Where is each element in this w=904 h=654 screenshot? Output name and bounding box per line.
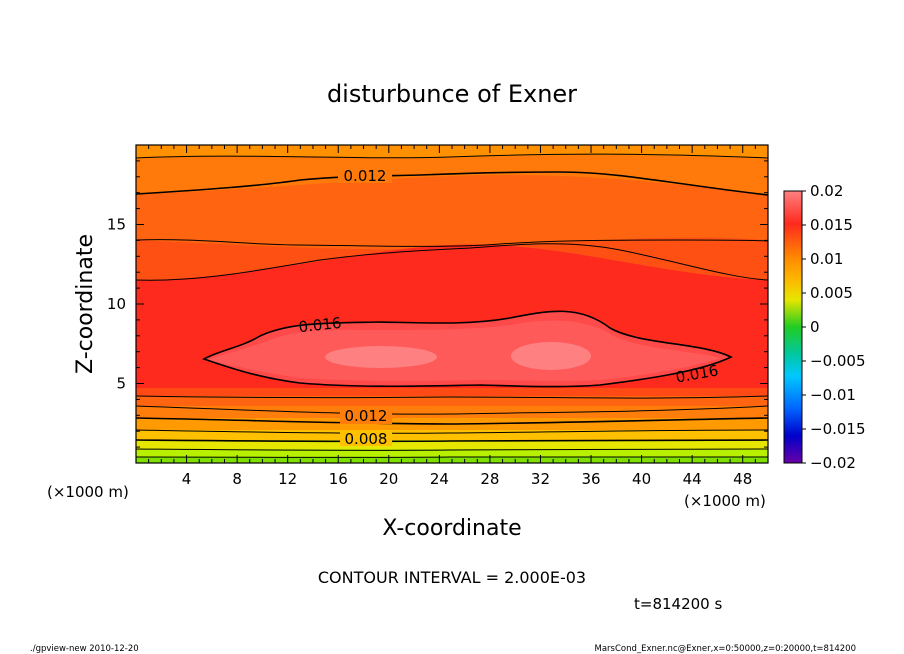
x-tick-label: 8 [232, 470, 242, 488]
colorbar-tick-label: 0.005 [810, 284, 853, 302]
colorbar-tick-label: −0.015 [810, 420, 866, 438]
colorbar-tick-label: −0.005 [810, 352, 866, 370]
y-tick-label: 15 [107, 216, 126, 234]
y-tick-label: 10 [107, 295, 126, 313]
y-tick-label: 5 [116, 375, 126, 393]
contour-lines [136, 153, 768, 458]
x-tick-label: 36 [581, 470, 600, 488]
y-axis: 5 10 15 [107, 160, 768, 448]
x-tick-label: 48 [733, 470, 752, 488]
contour-interval-text: CONTOUR INTERVAL = 2.000E-03 [318, 568, 586, 587]
colorbar: 0.02 0.015 0.01 0.005 0 −0.005 −0.01 −0.015 −0.0… [783, 182, 866, 472]
colorbar-tick-label: −0.02 [810, 454, 856, 472]
contour-label-group: 0.012 0.016 0.016 0.012 0.008 [298, 167, 720, 448]
x-tick-label: 16 [329, 470, 348, 488]
contour-label-0012-bottom: 0.012 [345, 407, 388, 425]
time-text: t=814200 s [634, 595, 722, 613]
x-tick-label: 4 [182, 470, 192, 488]
x-tick-label: 32 [531, 470, 550, 488]
contour-label-0012-top: 0.012 [344, 167, 387, 185]
x-tick-label: 44 [683, 470, 702, 488]
contour-fill [136, 145, 768, 463]
x-tick-label: 20 [379, 470, 398, 488]
colorbar-tick-label: 0.01 [810, 250, 843, 268]
footer-right: MarsCond_Exner.nc@Exner,x=0:50000,z=0:20… [594, 644, 856, 654]
x-axis: 4 8 12 16 20 24 28 32 36 40 44 48 [148, 145, 756, 488]
colorbar-tick-label: 0.02 [810, 182, 843, 200]
chart-title: disturbunce of Exner [327, 80, 577, 108]
x-tick-label: 12 [278, 470, 297, 488]
x-tick-label: 24 [430, 470, 449, 488]
x-axis-label: X-coordinate [382, 516, 521, 541]
x-tick-label: 28 [480, 470, 499, 488]
colorbar-scale [783, 190, 803, 464]
contour-label-0008: 0.008 [345, 430, 388, 448]
x-unit-right: (×1000 m) [684, 492, 766, 510]
x-tick-label: 40 [632, 470, 651, 488]
colorbar-tick-label: −0.01 [810, 386, 856, 404]
colorbar-tick-label: 0.015 [810, 216, 853, 234]
x-unit-left: (×1000 m) [47, 483, 129, 501]
footer-left: ./gpview-new 2010-12-20 [30, 644, 139, 654]
contour-label-0016-left: 0.016 [298, 314, 343, 336]
colorbar-tick-label: 0 [810, 318, 820, 336]
y-axis-label: Z-coordinate [73, 234, 98, 374]
